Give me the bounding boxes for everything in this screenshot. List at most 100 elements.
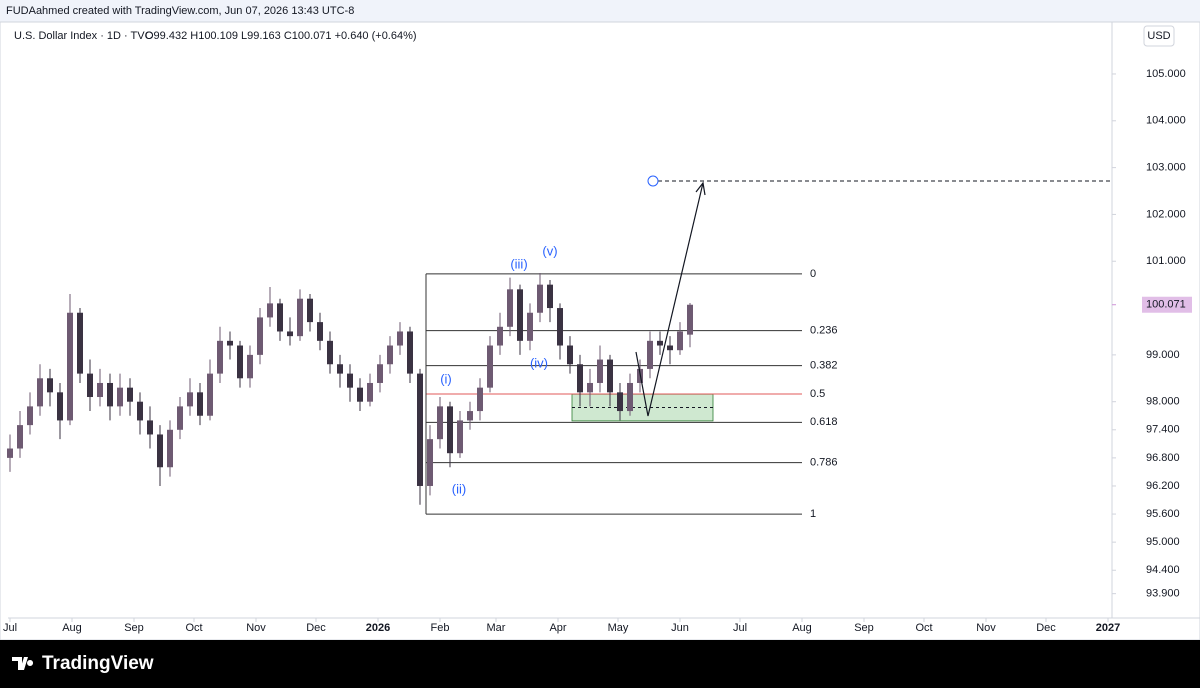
candle-body <box>137 401 143 421</box>
x-tick-label: Apr <box>549 622 566 634</box>
candle-body <box>557 308 563 346</box>
symbol: U.S. Dollar Index · 1D · TVC <box>14 30 153 42</box>
fib-label: 0.382 <box>810 360 838 372</box>
candle-body <box>67 312 73 421</box>
candle-body <box>367 382 373 402</box>
candle-body <box>347 373 353 388</box>
y-tick-label: 103.000 <box>1146 162 1186 174</box>
y-tick-label: 99.000 <box>1146 349 1180 361</box>
wave-label: (iii) <box>510 256 527 271</box>
candle-body <box>227 340 233 346</box>
ohlc-legend: O99.432 H100.109 L99.163 C100.071 +0.640… <box>145 30 417 42</box>
candle-body <box>47 378 53 393</box>
candle-body <box>167 429 173 468</box>
candle-body <box>207 373 213 416</box>
wave-label: (v) <box>542 243 557 258</box>
fib-label: 0.618 <box>810 416 838 428</box>
candle-body <box>287 331 293 337</box>
candle-body <box>467 411 473 421</box>
x-tick-label: Aug <box>62 622 82 634</box>
candle-body <box>267 303 273 318</box>
x-tick-label: Dec <box>306 622 326 634</box>
candle-body <box>667 345 673 351</box>
candle-body <box>677 331 683 351</box>
top-bar <box>0 0 1200 22</box>
candle-body <box>397 331 403 346</box>
candle-body <box>437 406 443 440</box>
candle-body <box>657 340 663 346</box>
candle-body <box>517 289 523 341</box>
candle-body <box>587 382 593 393</box>
candle-body <box>487 345 493 388</box>
candle-body <box>447 406 453 454</box>
candle-body <box>607 359 613 393</box>
x-tick-label: Aug <box>792 622 812 634</box>
candle-body <box>457 420 463 454</box>
x-tick-label: 2026 <box>366 622 390 634</box>
fib-label: 1 <box>810 508 816 520</box>
y-tick-label: 94.400 <box>1146 564 1180 576</box>
x-tick-label: Nov <box>976 622 996 634</box>
candle-body <box>327 340 333 365</box>
x-tick-label: Sep <box>854 622 874 634</box>
candle-body <box>97 382 103 398</box>
x-tick-label: Oct <box>185 622 202 634</box>
wave-label: (iv) <box>530 355 548 370</box>
y-tick-label: 97.400 <box>1146 424 1180 436</box>
candle-body <box>187 392 193 407</box>
candle-body <box>597 359 603 383</box>
candle-body <box>77 312 83 374</box>
y-tick-label: 96.200 <box>1146 480 1180 492</box>
fib-label: 0.786 <box>810 457 838 469</box>
candle-body <box>687 304 693 335</box>
candle-body <box>237 345 243 379</box>
currency-button[interactable] <box>1143 25 1175 47</box>
y-tick-label: 104.000 <box>1146 115 1186 127</box>
currency[interactable]: USD <box>1147 30 1170 42</box>
candle-body <box>387 345 393 365</box>
candle-body <box>627 382 633 412</box>
x-tick-label: Jul <box>733 622 747 634</box>
fib-label: 0.5 <box>810 388 825 400</box>
candle-body <box>197 392 203 416</box>
x-tick-label: Dec <box>1036 622 1056 634</box>
candle-body <box>107 382 113 407</box>
x-tick-label: Sep <box>124 622 144 634</box>
candle-body <box>497 326 503 346</box>
candle-body <box>417 373 423 486</box>
x-tick-label: Jul <box>3 622 17 634</box>
arrow-head <box>695 181 706 196</box>
candle-body <box>377 364 383 383</box>
candle-body <box>477 387 483 412</box>
y-tick-label: 101.000 <box>1146 255 1186 267</box>
candle-body <box>157 434 163 468</box>
y-tick-label: 93.900 <box>1146 588 1180 600</box>
fib-label: 0.236 <box>810 324 838 336</box>
candle-body <box>357 387 363 402</box>
candle-body <box>507 289 513 327</box>
brand: TradingView <box>42 653 154 674</box>
target-point <box>647 175 659 187</box>
candle-body <box>567 345 573 365</box>
candle-body <box>407 331 413 374</box>
candle-body <box>127 387 133 402</box>
candle-body <box>647 340 653 369</box>
candle-body <box>37 378 43 407</box>
x-tick-label: 2027 <box>1096 622 1120 634</box>
candle-body <box>247 354 253 379</box>
candle-body <box>527 312 533 341</box>
wave-label: (i) <box>440 371 452 386</box>
x-tick-label: Oct <box>915 622 932 634</box>
y-tick-label: 96.800 <box>1146 452 1180 464</box>
candle-body <box>57 392 63 421</box>
target-zone <box>571 393 714 422</box>
candle-body <box>177 406 183 430</box>
candle-body <box>537 284 543 313</box>
candle-body <box>17 425 23 449</box>
candle-body <box>277 303 283 332</box>
y-tick-label: 95.600 <box>1146 508 1180 520</box>
x-tick-label: Jun <box>671 622 689 634</box>
candle-body <box>617 392 623 412</box>
